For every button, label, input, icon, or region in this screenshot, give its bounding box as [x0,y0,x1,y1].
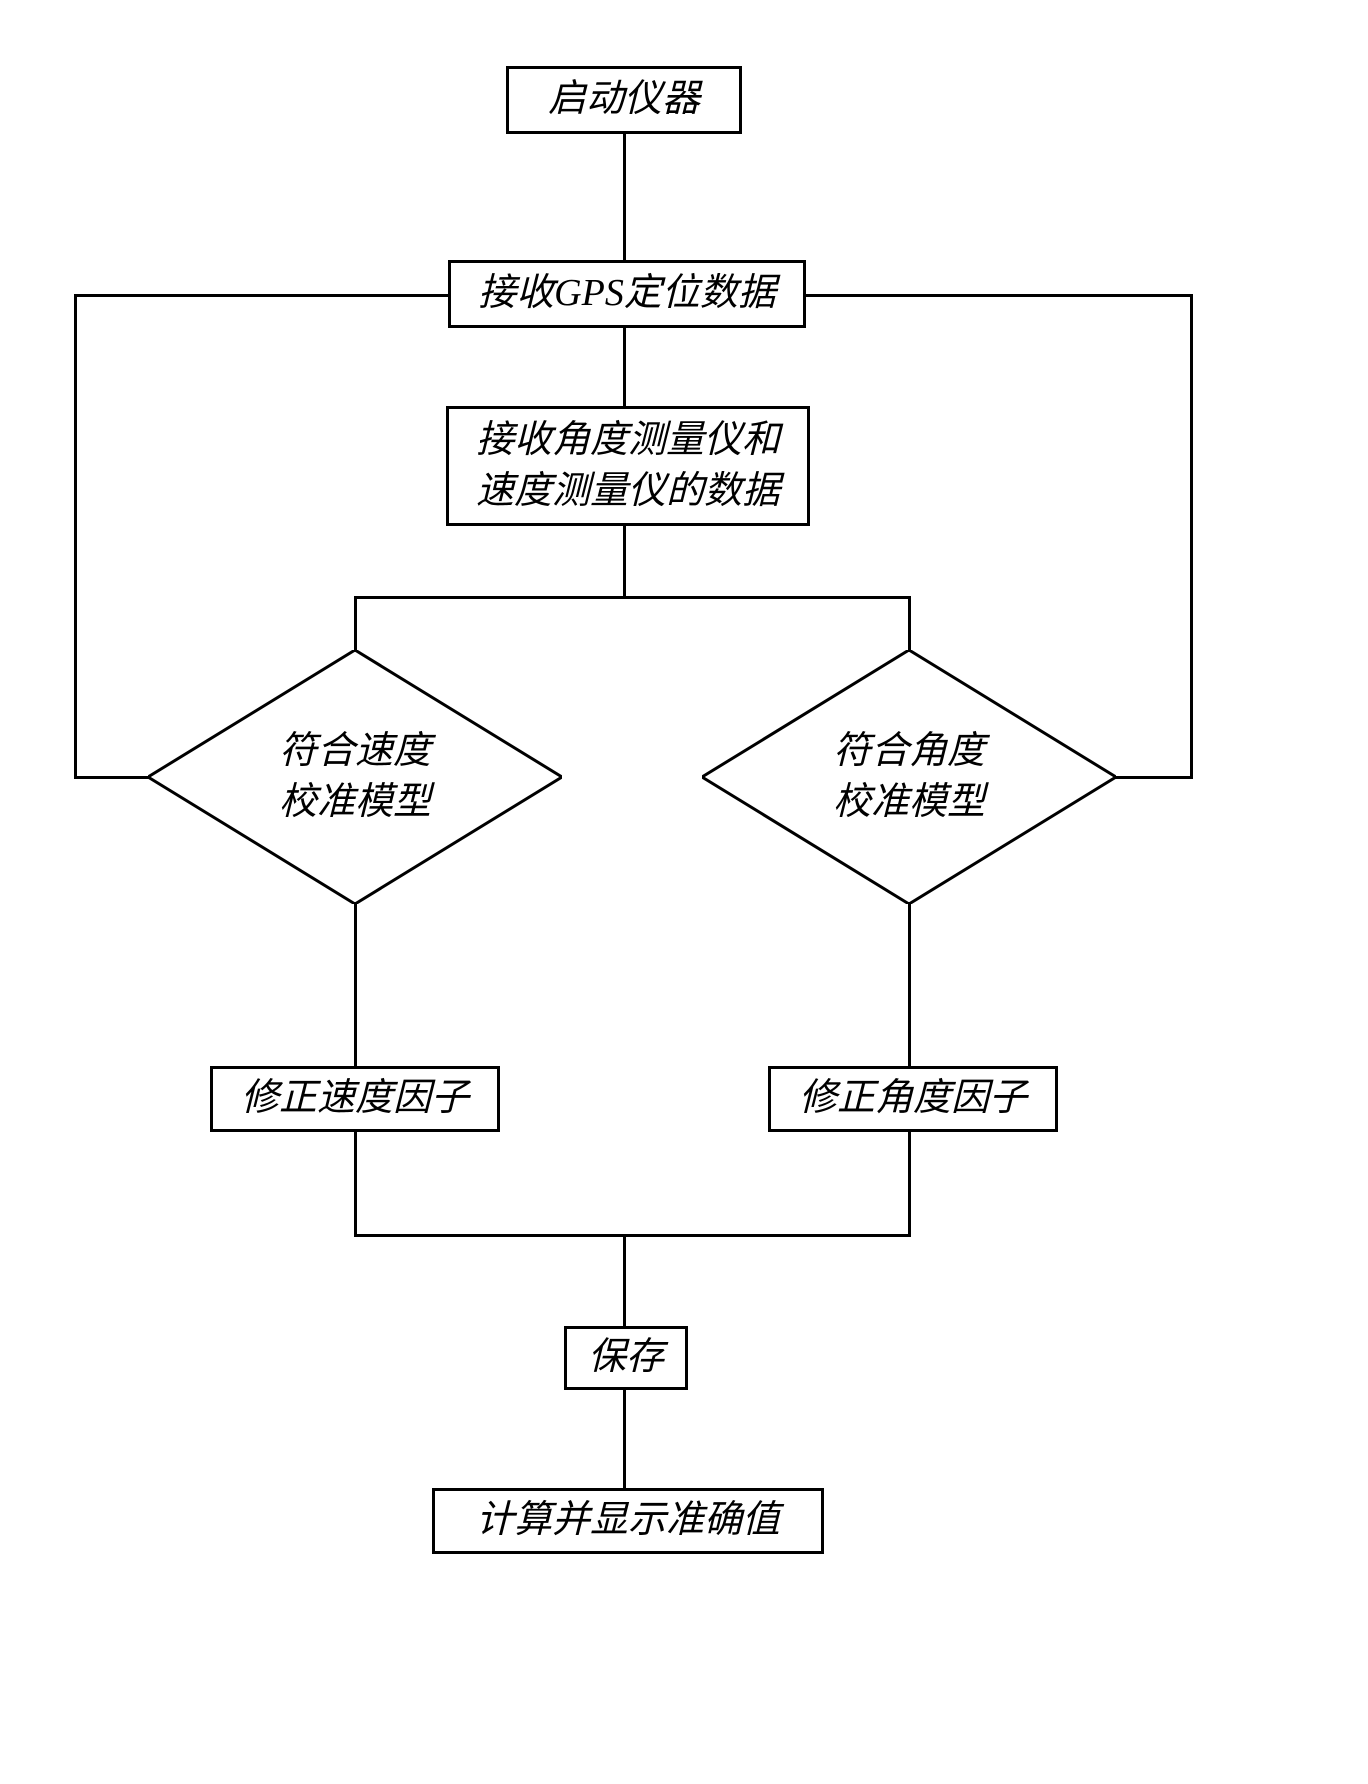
edge-correct-angle-merge [908,1132,911,1236]
edge-merge-h [354,1234,911,1237]
node-start-label: 启动仪器 [548,74,700,125]
edge-loop-right-h1 [1114,776,1192,779]
node-check-speed: 符合速度 校准模型 [148,650,562,904]
edge-branch-left [354,596,357,652]
node-check-angle-label: 符合角度 校准模型 [702,650,1116,904]
node-save: 保存 [564,1326,688,1390]
edge-loop-left-h2 [74,294,448,297]
node-correct-angle-label: 修正角度因子 [799,1073,1027,1124]
edge-save-display [623,1390,626,1488]
node-correct-speed: 修正速度因子 [210,1066,500,1132]
edge-speed-correct [354,902,357,1066]
node-receive-sensors-label: 接收角度测量仪和 速度测量仪的数据 [476,415,780,518]
edge-loop-right-h2 [806,294,1193,297]
node-display-label: 计算并显示准确值 [476,1495,780,1546]
edge-start-gps [623,134,626,260]
edge-angle-correct [908,902,911,1066]
node-correct-speed-label: 修正速度因子 [241,1073,469,1124]
edge-correct-speed-merge [354,1132,357,1236]
node-receive-gps-label: 接收GPS定位数据 [478,268,776,319]
node-check-speed-label: 符合速度 校准模型 [148,650,562,904]
edge-merge-save [623,1234,626,1326]
edge-loop-left-v [74,294,77,779]
node-receive-gps: 接收GPS定位数据 [448,260,806,328]
edge-branch-h [354,596,911,599]
node-start: 启动仪器 [506,66,742,134]
flowchart-container: 启动仪器 接收GPS定位数据 接收角度测量仪和 速度测量仪的数据 符合速度 校准… [0,0,1368,1784]
node-save-label: 保存 [588,1332,664,1383]
node-correct-angle: 修正角度因子 [768,1066,1058,1132]
edge-branch-right [908,596,911,652]
edge-loop-right-v [1190,294,1193,779]
node-display: 计算并显示准确值 [432,1488,824,1554]
edge-gps-sensors [623,328,626,406]
node-check-angle: 符合角度 校准模型 [702,650,1116,904]
node-receive-sensors: 接收角度测量仪和 速度测量仪的数据 [446,406,810,526]
edge-sensors-branch [623,526,626,598]
edge-loop-left-h1 [74,776,150,779]
